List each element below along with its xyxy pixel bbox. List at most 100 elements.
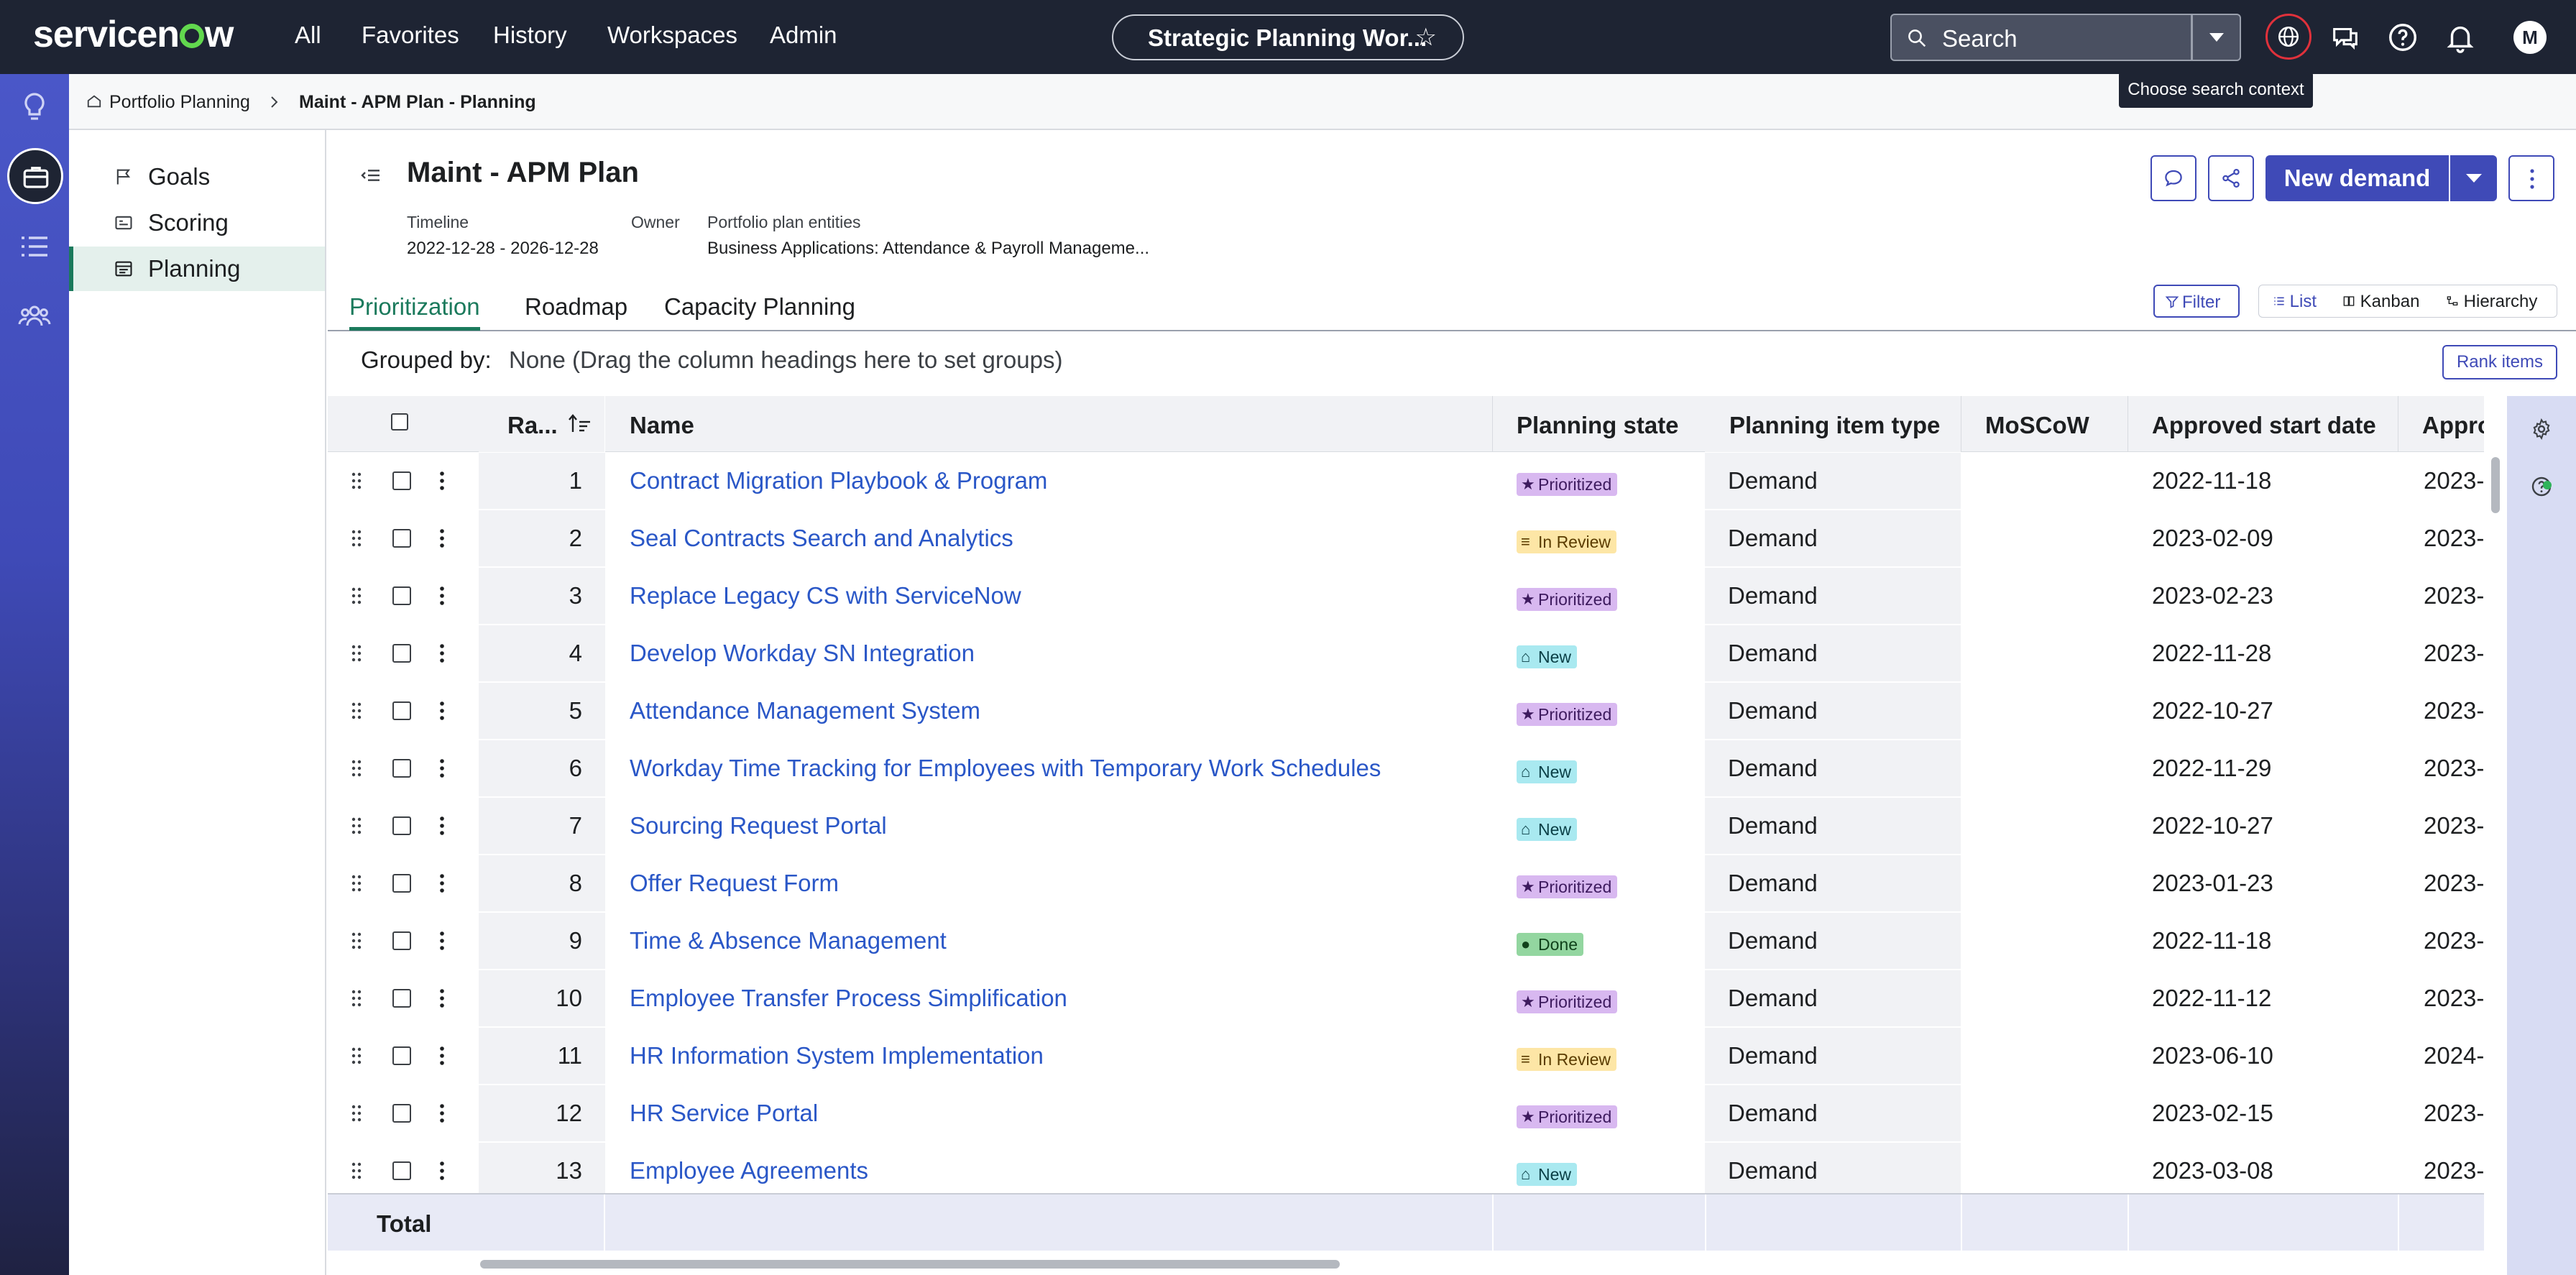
drag-handle-icon[interactable] xyxy=(351,1159,362,1183)
breadcrumb-parent[interactable]: Portfolio Planning xyxy=(109,92,250,112)
table-row[interactable]: 2 Seal Contracts Search and Analytics ≡ In … xyxy=(328,510,2484,568)
planning-item-name-link[interactable]: Workday Time Tracking for Employees with… xyxy=(630,755,1381,781)
workspace-context-pill[interactable]: Strategic Planning Wor... ☆ xyxy=(1112,14,1464,60)
planning-item-name-link[interactable]: Replace Legacy CS with ServiceNow xyxy=(630,582,1021,609)
notification-bell-icon[interactable] xyxy=(2444,21,2477,54)
row-checkbox[interactable] xyxy=(392,644,411,663)
favorite-star-icon[interactable]: ☆ xyxy=(1414,24,1437,51)
planning-item-name-link[interactable]: Time & Absence Management xyxy=(630,927,947,954)
drag-handle-icon[interactable] xyxy=(351,1101,362,1126)
column-header-planning-item-type[interactable]: Planning item type xyxy=(1705,396,1961,452)
nav-all[interactable]: All xyxy=(295,22,321,48)
table-row[interactable]: 9 Time & Absence Management ● Done Demand 202… xyxy=(328,913,2484,970)
planning-item-name-link[interactable]: Contract Migration Playbook & Program xyxy=(630,467,1048,494)
row-actions-icon[interactable] xyxy=(437,584,447,608)
row-actions-icon[interactable] xyxy=(437,469,447,493)
row-checkbox[interactable] xyxy=(392,1046,411,1065)
nav-workspaces[interactable]: Workspaces xyxy=(607,22,737,48)
drag-handle-icon[interactable] xyxy=(351,986,362,1011)
tab-prioritization[interactable]: Prioritization xyxy=(349,293,480,331)
drag-handle-icon[interactable] xyxy=(351,699,362,723)
chat-icon[interactable] xyxy=(2329,21,2362,54)
filter-button[interactable]: Filter xyxy=(2153,285,2240,318)
row-checkbox[interactable] xyxy=(392,816,411,835)
row-actions-icon[interactable] xyxy=(437,1159,447,1183)
drag-handle-icon[interactable] xyxy=(351,526,362,551)
planning-item-name-link[interactable]: Offer Request Form xyxy=(630,870,839,896)
row-checkbox[interactable] xyxy=(392,701,411,720)
team-icon[interactable] xyxy=(17,298,52,333)
more-actions-button[interactable] xyxy=(2508,155,2554,201)
drag-handle-icon[interactable] xyxy=(351,584,362,608)
view-hierarchy-button[interactable]: Hierarchy xyxy=(2446,292,2537,312)
planning-item-name-link[interactable]: HR Information System Implementation xyxy=(630,1042,1044,1069)
help-icon[interactable] xyxy=(2386,21,2419,54)
row-checkbox[interactable] xyxy=(392,1104,411,1123)
column-header-name[interactable]: Name xyxy=(630,412,694,438)
nav-history[interactable]: History xyxy=(493,22,567,48)
drag-handle-icon[interactable] xyxy=(351,871,362,896)
planning-item-name-link[interactable]: Employee Transfer Process Simplification xyxy=(630,985,1067,1011)
row-checkbox[interactable] xyxy=(392,759,411,778)
row-actions-icon[interactable] xyxy=(437,871,447,896)
planning-item-name-link[interactable]: Attendance Management System xyxy=(630,697,980,724)
drag-handle-icon[interactable] xyxy=(351,756,362,781)
planning-item-name-link[interactable]: Sourcing Request Portal xyxy=(630,812,887,839)
row-checkbox[interactable] xyxy=(392,586,411,605)
view-list-button[interactable]: List xyxy=(2273,292,2317,312)
subnav-item-goals[interactable]: Goals xyxy=(69,155,325,199)
tab-capacity-planning[interactable]: Capacity Planning xyxy=(664,293,855,320)
column-header-approved-end-date[interactable]: Appro xyxy=(2422,412,2484,438)
table-row[interactable]: 1 Contract Migration Playbook & Program ★ P… xyxy=(328,453,2484,510)
row-actions-icon[interactable] xyxy=(437,756,447,781)
subnav-item-planning[interactable]: Planning xyxy=(69,247,325,291)
table-row[interactable]: 4 Develop Workday SN Integration ⌂ New Deman… xyxy=(328,625,2484,683)
new-demand-button[interactable]: New demand xyxy=(2266,155,2449,201)
planning-item-name-link[interactable]: HR Service Portal xyxy=(630,1100,819,1126)
table-row[interactable]: 11 HR Information System Implementation ≡ I… xyxy=(328,1028,2484,1085)
row-actions-icon[interactable] xyxy=(437,1101,447,1126)
planning-item-name-link[interactable]: Seal Contracts Search and Analytics xyxy=(630,525,1013,551)
search-context-button[interactable] xyxy=(2266,14,2312,60)
column-header-planning-state[interactable]: Planning state xyxy=(1517,412,1679,438)
new-demand-dropdown[interactable] xyxy=(2450,155,2497,201)
table-row[interactable]: 12 HR Service Portal ★ Prioritized Demand 202… xyxy=(328,1085,2484,1143)
row-actions-icon[interactable] xyxy=(437,814,447,838)
global-search-input[interactable]: Search xyxy=(1890,14,2192,61)
grid-horizontal-scrollbar[interactable] xyxy=(480,1260,1340,1269)
gear-icon[interactable] xyxy=(2530,418,2553,441)
rank-items-button[interactable]: Rank items xyxy=(2442,345,2557,379)
row-actions-icon[interactable] xyxy=(437,641,447,666)
planning-item-name-link[interactable]: Develop Workday SN Integration xyxy=(630,640,975,666)
nav-favorites[interactable]: Favorites xyxy=(362,22,459,48)
planning-item-name-link[interactable]: Employee Agreements xyxy=(630,1157,869,1184)
user-avatar[interactable]: M xyxy=(2513,21,2547,54)
comments-button[interactable] xyxy=(2150,155,2196,201)
subnav-item-scoring[interactable]: Scoring xyxy=(69,201,325,245)
row-actions-icon[interactable] xyxy=(437,699,447,723)
row-actions-icon[interactable] xyxy=(437,929,447,953)
row-actions-icon[interactable] xyxy=(437,526,447,551)
table-row[interactable]: 7 Sourcing Request Portal ⌂ New Demand 2022-1… xyxy=(328,798,2484,855)
collapse-panel-icon[interactable] xyxy=(359,164,382,187)
share-button[interactable] xyxy=(2208,155,2254,201)
servicenow-logo[interactable]: servicen w xyxy=(33,14,234,55)
column-header-rank[interactable]: Ra... xyxy=(479,396,605,452)
table-row[interactable]: 8 Offer Request Form ★ Prioritized Demand 202… xyxy=(328,855,2484,913)
select-all-checkbox[interactable] xyxy=(391,413,408,431)
table-row[interactable]: 6 Workday Time Tracking for Employees wit… xyxy=(328,740,2484,798)
row-actions-icon[interactable] xyxy=(437,1044,447,1068)
drag-handle-icon[interactable] xyxy=(351,929,362,953)
column-header-approved-start-date[interactable]: Approved start date xyxy=(2152,412,2376,438)
row-checkbox[interactable] xyxy=(392,529,411,548)
row-checkbox[interactable] xyxy=(392,1161,411,1180)
table-row[interactable]: 13 Employee Agreements ⌂ New Demand 2023-03-0… xyxy=(328,1143,2484,1200)
sort-ascending-icon[interactable] xyxy=(568,413,592,435)
drag-handle-icon[interactable] xyxy=(351,469,362,493)
grouped-by-dropzone[interactable]: None (Drag the column headings here to s… xyxy=(509,346,1063,373)
search-context-dropdown[interactable] xyxy=(2192,14,2241,61)
drag-handle-icon[interactable] xyxy=(351,814,362,838)
table-row[interactable]: 10 Employee Transfer Process Simplificati… xyxy=(328,970,2484,1028)
drag-handle-icon[interactable] xyxy=(351,1044,362,1068)
rail-item-portfolio-active[interactable] xyxy=(7,148,63,204)
